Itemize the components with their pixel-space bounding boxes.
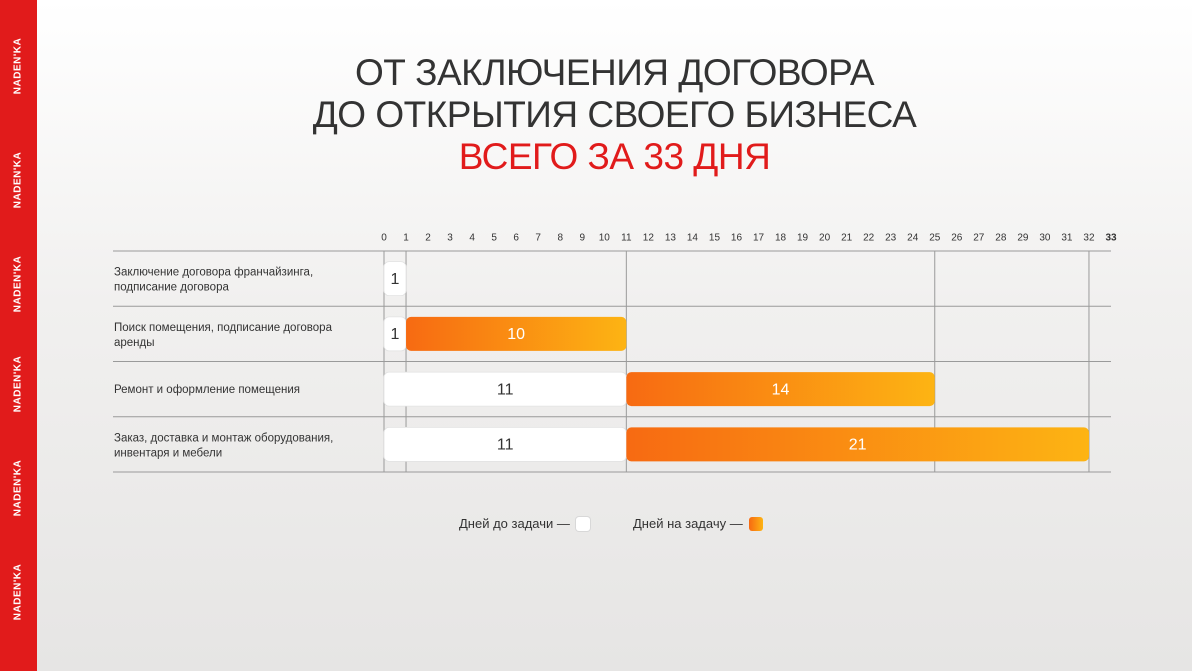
x-tick-label: 6 [513,233,519,244]
category-label: Заключение договора франчайзинга, подписа… [114,267,313,294]
bar-data-label: 1 [391,271,400,288]
x-tick-label: 25 [929,233,941,244]
x-tick-label: 26 [951,233,963,244]
x-tick-label: 10 [599,233,611,244]
x-tick-label: 0 [381,233,387,244]
x-tick-label: 8 [557,233,563,244]
x-tick-label: 20 [819,233,831,244]
x-tick-label: 3 [447,233,453,244]
x-tick-label: 16 [731,233,743,244]
category-label: Заказ, доставка и монтаж оборудования, ин… [114,432,333,459]
bar-data-label: 1 [391,326,400,343]
bar-data-label: 11 [497,437,514,454]
legend-swatch-white [575,516,590,531]
x-tick-label: 18 [775,233,787,244]
bar-days-duration [626,372,935,407]
x-tick-label: 7 [535,233,541,244]
x-tick-label: 4 [469,233,475,244]
x-tick-label: 33 [1105,233,1117,244]
x-tick-label: 23 [885,233,897,244]
legend-label-duration: Дней на задачу — [633,516,743,531]
brand-strip [0,0,37,671]
bar-days-before [383,261,407,297]
x-tick-label: 5 [491,233,497,244]
category-label: Ремонт и оформление помещения [114,384,300,396]
x-tick-label: 17 [753,233,765,244]
x-tick-label: 9 [579,233,585,244]
x-tick-label: 13 [665,233,677,244]
x-tick-label: 22 [863,233,875,244]
legend-swatch-orange [748,516,763,531]
x-tick-label: 12 [643,233,655,244]
bar-days-duration [406,316,627,351]
x-tick-label: 14 [687,233,699,244]
category-label: Поиск помещения, подписание договора арен… [114,322,333,349]
title-line-1: ОТ ЗАКЛЮЧЕНИЯ ДОГОВОРА [354,52,875,93]
x-tick-label: 31 [1061,233,1073,244]
x-tick-label: 27 [973,233,985,244]
legend-label-before: Дней до задачи — [459,516,570,531]
x-tick-label: 21 [841,233,853,244]
x-tick-label: 2 [425,233,431,244]
bar-data-label: 21 [849,437,867,454]
bar-days-duration [626,427,1089,462]
x-tick-label: 30 [1039,233,1051,244]
legend-item-before: Дней до задачи — [459,516,590,531]
x-tick-label: 1 [403,233,409,244]
x-tick-label: 32 [1083,233,1095,244]
title-line-2: ДО ОТКРЫТИЯ СВОЕГО БИЗНЕСА [312,94,917,135]
x-tick-label: 11 [621,233,632,244]
x-tick-label: 19 [797,233,809,244]
title-block: ОТ ЗАКЛЮЧЕНИЯ ДОГОВОРА ДО ОТКРЫТИЯ СВОЕГ… [37,52,1192,178]
bar-data-label: 11 [497,381,514,398]
x-tick-label: 29 [1017,233,1029,244]
legend-item-duration: Дней на задачу — [633,516,763,531]
x-tick-label: 28 [995,233,1007,244]
legend: Дней до задачи — Дней на задачу — [0,516,1192,536]
x-tick-label: 24 [907,233,919,244]
x-tick-label: 15 [709,233,721,244]
bar-data-label: 14 [772,381,790,398]
bar-data-label: 10 [507,326,525,343]
title-accent: ВСЕГО ЗА 33 ДНЯ [458,136,771,177]
